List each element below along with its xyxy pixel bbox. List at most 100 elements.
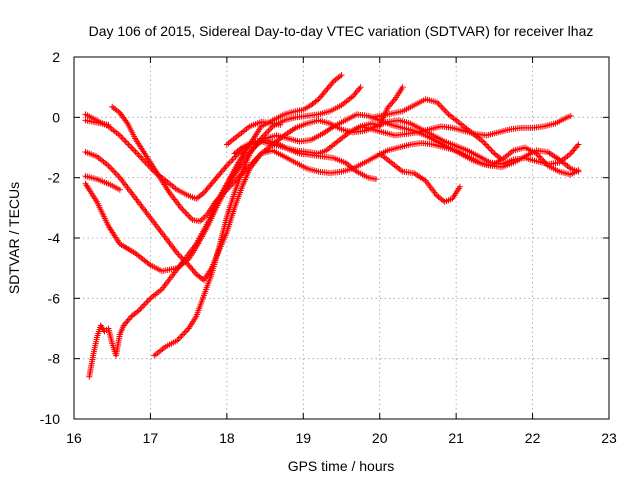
data-point (436, 102, 443, 109)
series-track-e (82, 173, 123, 193)
data-point (185, 212, 192, 219)
series-track-m (369, 96, 505, 163)
y-axis-label: SDTVAR / TECUs (6, 182, 22, 294)
series-track-f (82, 111, 582, 275)
data-point (106, 164, 113, 171)
data-point (482, 141, 489, 148)
x-tick-label: 16 (66, 430, 82, 446)
data-point (232, 153, 239, 160)
data-point (137, 305, 144, 312)
y-tick-label: -8 (48, 351, 61, 367)
data-point (111, 168, 118, 175)
x-tick-label: 18 (219, 430, 235, 446)
data-point (485, 144, 492, 151)
data-point (182, 209, 189, 216)
data-point (126, 142, 133, 149)
data-point (112, 170, 119, 177)
data-point (186, 213, 193, 220)
data-point (118, 133, 125, 140)
data-point (138, 155, 145, 162)
data-point (109, 167, 116, 174)
x-tick-label: 23 (601, 430, 617, 446)
data-point (567, 112, 574, 119)
data-point (484, 142, 491, 149)
grid (74, 57, 609, 419)
data-point (132, 149, 139, 156)
x-tick-label: 19 (295, 430, 311, 446)
data-point (399, 84, 406, 91)
data-point (182, 328, 189, 335)
data-point (129, 146, 136, 153)
data-point (105, 121, 112, 128)
data-point (442, 108, 449, 115)
data-point (119, 135, 126, 142)
data-point (488, 147, 495, 154)
x-tick-label: 20 (372, 430, 388, 446)
axis-ticks (73, 56, 610, 420)
data-point (487, 146, 494, 153)
x-tick-label: 17 (143, 430, 159, 446)
y-tick-label: -2 (48, 170, 61, 186)
data-point (499, 156, 505, 163)
data-point (179, 206, 186, 213)
data-point (143, 299, 150, 306)
data-point (128, 144, 135, 151)
y-tick-labels: -10 -8 -6 -4 -2 0 2 (40, 49, 60, 427)
data-point (575, 141, 582, 148)
series-track-g (86, 72, 345, 380)
data-point (200, 215, 207, 222)
data-point (178, 333, 185, 340)
y-tick-label: -4 (48, 230, 61, 246)
series-track-h (151, 84, 364, 359)
data-point (438, 103, 445, 110)
data-point (372, 176, 379, 183)
data-series (82, 72, 582, 380)
data-point (575, 167, 582, 174)
data-point (124, 139, 131, 146)
data-point (136, 153, 143, 160)
y-tick-label: -6 (48, 290, 61, 306)
x-tick-labels: 16 17 18 19 20 21 22 23 (66, 430, 617, 446)
data-point (144, 298, 151, 305)
data-point (138, 304, 145, 311)
data-point (134, 150, 141, 157)
data-point (441, 106, 448, 113)
data-point (226, 159, 233, 166)
data-point (225, 161, 232, 168)
x-axis-label: GPS time / hours (288, 458, 395, 474)
data-point (541, 159, 548, 166)
data-point (266, 126, 273, 133)
data-point (135, 152, 142, 159)
data-point (357, 84, 364, 91)
data-point (277, 121, 284, 128)
x-tick-label: 22 (525, 430, 541, 446)
data-point (125, 141, 132, 148)
data-point (229, 156, 236, 163)
data-point (175, 251, 182, 258)
data-point (262, 130, 269, 137)
data-point (116, 186, 123, 193)
data-point (444, 109, 451, 116)
data-point (177, 334, 184, 341)
data-point (338, 72, 345, 79)
data-point (181, 330, 188, 337)
data-point (183, 210, 190, 217)
data-point (113, 171, 120, 178)
data-point (489, 149, 496, 156)
x-tick-label: 21 (448, 430, 464, 446)
y-tick-label: 0 (52, 109, 60, 125)
data-point (265, 127, 272, 134)
data-point (121, 136, 128, 143)
data-point (131, 147, 138, 154)
data-point (180, 207, 187, 214)
data-point (115, 173, 122, 180)
data-point (140, 302, 147, 309)
data-point (139, 156, 146, 163)
data-point (536, 153, 543, 160)
data-point (145, 296, 152, 303)
data-point (481, 139, 488, 146)
series-track-l (376, 150, 463, 205)
series-track-b (82, 117, 112, 128)
chart-title: Day 106 of 2015, Sidereal Day-to-day VTE… (89, 23, 594, 39)
